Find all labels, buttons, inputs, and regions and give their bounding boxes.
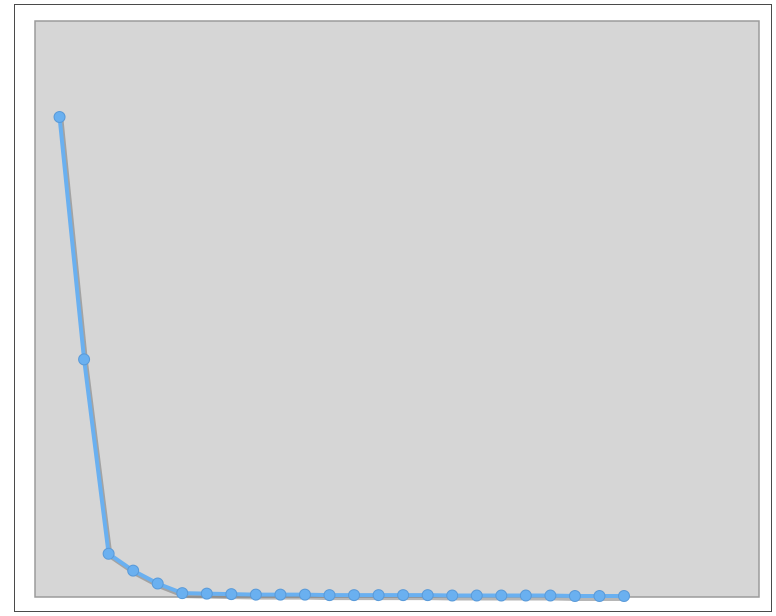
data-point — [372, 589, 385, 602]
data-point — [446, 589, 459, 602]
data-point — [593, 590, 606, 603]
data-point — [519, 589, 532, 602]
data-point — [348, 589, 361, 602]
data-point — [127, 564, 140, 577]
data-point — [298, 588, 311, 601]
data-point — [544, 589, 557, 602]
data-point — [421, 589, 434, 602]
data-point — [102, 547, 115, 560]
plot-area — [34, 20, 760, 598]
data-point — [53, 111, 66, 123]
data-point — [176, 587, 189, 600]
data-point — [78, 353, 91, 366]
data-point — [225, 588, 238, 601]
data-point — [249, 588, 262, 601]
data-point — [323, 589, 336, 602]
data-point — [397, 589, 410, 602]
data-point-layer — [53, 111, 631, 603]
data-point — [200, 587, 213, 600]
data-point — [274, 588, 287, 601]
data-point — [568, 590, 581, 603]
data-point — [618, 590, 631, 603]
data-point — [495, 589, 508, 602]
data-point — [470, 589, 483, 602]
data-point — [151, 577, 164, 590]
